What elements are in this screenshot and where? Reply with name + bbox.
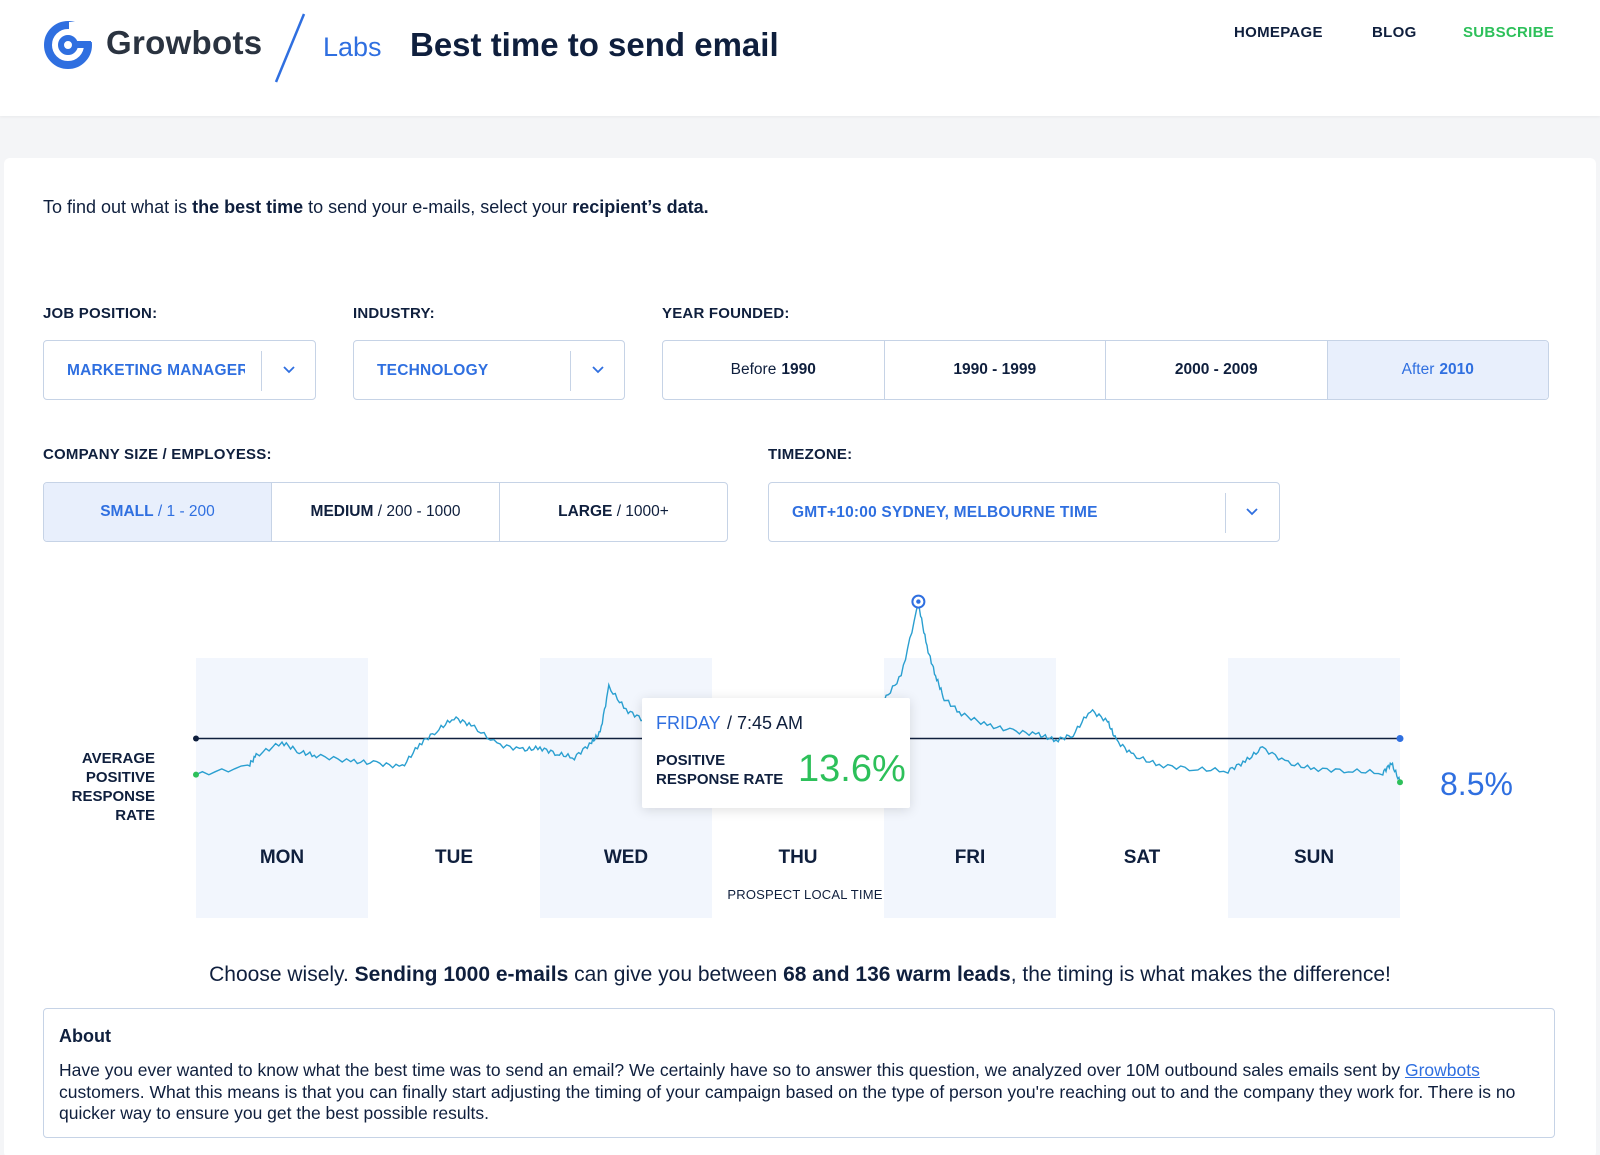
top-bar: Growbots Labs Best time to send email HO…: [0, 0, 1600, 116]
tooltip-value: 13.6%: [798, 748, 906, 790]
year-option-value: 2010: [1439, 361, 1474, 378]
intro-text: To find out what is the best time to sen…: [43, 197, 709, 218]
day-band: [884, 658, 1056, 918]
year-seg-option[interactable]: 1990 - 1999: [885, 341, 1106, 399]
job-position-label: JOB POSITION:: [43, 305, 158, 322]
peak-tooltip: FRIDAY / 7:45 AM POSITIVE RESPONSE RATE 1…: [642, 698, 910, 808]
labs-label[interactable]: Labs: [323, 32, 382, 62]
year-option-value: 1990 - 1999: [953, 361, 1037, 378]
nav-homepage[interactable]: HOMEPAGE: [1234, 24, 1323, 41]
average-line-end-dot: [1396, 735, 1404, 742]
day-band: [196, 658, 368, 918]
about-box: About Have you ever wanted to know what …: [43, 1008, 1555, 1138]
chevron-down-icon[interactable]: [280, 361, 298, 379]
year-founded-segmented: Before 1990 1990 - 1999 2000 - 2009 After 201…: [662, 340, 1549, 400]
about-part: Have you ever wanted to know what the be…: [59, 1060, 1405, 1080]
size-option-name: SMALL: [100, 503, 154, 520]
page-title: Best time to send email: [410, 26, 779, 63]
select-divider: [1225, 493, 1226, 533]
year-option-value: 2000 - 2009: [1174, 361, 1258, 378]
tooltip-day: FRIDAY: [656, 713, 721, 733]
day-label-wed: WED: [604, 847, 648, 868]
company-size-label: COMPANY SIZE / EMPLOYESS:: [43, 446, 272, 463]
year-seg-option[interactable]: Before 1990: [663, 341, 885, 399]
brand-name[interactable]: Growbots: [106, 24, 263, 61]
about-text: Have you ever wanted to know what the be…: [59, 1060, 1539, 1125]
day-band: [1228, 658, 1400, 918]
select-divider: [261, 351, 262, 391]
tooltip-label-line: RESPONSE RATE: [656, 771, 784, 788]
size-option-name: LARGE: [558, 503, 613, 520]
about-part: customers. What this means is that you c…: [59, 1081, 1516, 1124]
timezone-select[interactable]: GMT+10:00 SYDNEY, MELBOURNE TIME: [768, 482, 1280, 542]
intro-bold: the best time: [192, 197, 304, 217]
day-label-fri: FRI: [955, 847, 986, 868]
average-rate-value: 8.5%: [1440, 766, 1513, 802]
job-position-value: MARKETING MANAGER: [67, 362, 245, 379]
peak-marker-dot: [916, 599, 921, 604]
year-seg-option[interactable]: After 2010: [1327, 341, 1548, 399]
day-label-sun: SUN: [1294, 847, 1334, 868]
y-axis-label: AVERAGE POSITIVE RESPONSE RATE: [71, 750, 155, 824]
tooltip-time: / 7:45 AM: [727, 713, 804, 733]
intro-part: To find out what is: [43, 197, 193, 217]
tooltip-label: POSITIVE RESPONSE RATE: [656, 751, 783, 789]
industry-value: TECHNOLOGY: [377, 362, 489, 379]
summary-part: Choose wisely.: [209, 963, 355, 986]
nav-blog[interactable]: BLOG: [1372, 24, 1417, 41]
chevron-down-icon[interactable]: [1243, 503, 1261, 521]
year-option-value: 1990: [781, 361, 816, 378]
average-line-start-dot: [193, 735, 199, 742]
size-option-name: MEDIUM: [310, 503, 374, 520]
tooltip-label-line: POSITIVE: [656, 752, 726, 769]
year-seg-option[interactable]: 2000 - 2009: [1106, 341, 1328, 399]
job-position-select[interactable]: MARKETING MANAGER: [43, 340, 316, 400]
growbots-logo-icon[interactable]: [43, 20, 93, 70]
size-option-range: / 1 - 200: [153, 503, 215, 520]
year-founded-label: YEAR FOUNDED:: [662, 305, 790, 322]
chevron-down-icon[interactable]: [589, 361, 607, 379]
summary-bold: 68 and 136 warm leads: [783, 963, 1011, 986]
year-option-prefix: Before: [730, 361, 777, 378]
series-end-dot: [1397, 779, 1403, 786]
series-start-dot: [193, 771, 199, 778]
size-option-range: / 200 - 1000: [373, 503, 461, 520]
nav-subscribe[interactable]: SUBSCRIBE: [1463, 24, 1555, 41]
select-divider: [570, 351, 571, 391]
summary-part: can give you between: [568, 963, 784, 986]
about-title: About: [59, 1026, 111, 1046]
year-option-prefix: After: [1401, 361, 1435, 378]
size-seg-option[interactable]: LARGE / 1000+: [500, 483, 727, 541]
industry-label: INDUSTRY:: [353, 305, 435, 322]
size-seg-option[interactable]: SMALL / 1 - 200: [44, 483, 272, 541]
growbots-link[interactable]: Growbots: [1404, 1060, 1480, 1080]
timezone-value: GMT+10:00 SYDNEY, MELBOURNE TIME: [792, 504, 1098, 521]
day-label-tue: TUE: [435, 847, 473, 868]
industry-select[interactable]: TECHNOLOGY: [353, 340, 625, 400]
company-size-segmented: SMALL / 1 - 200 MEDIUM / 200 - 1000 LARGE …: [43, 482, 728, 542]
summary-text: Choose wisely. Sending 1000 e-mails can …: [0, 963, 1600, 987]
x-axis-label: PROSPECT LOCAL TIME: [727, 887, 883, 902]
size-option-range: / 1000+: [612, 503, 669, 520]
summary-part: , the timing is what makes the differenc…: [1010, 963, 1391, 986]
main-card: [4, 158, 1596, 1155]
timezone-label: TIMEZONE:: [768, 446, 853, 463]
size-seg-option[interactable]: MEDIUM / 200 - 1000: [272, 483, 500, 541]
day-label-thu: THU: [778, 847, 817, 868]
intro-bold: recipient’s data.: [572, 197, 709, 217]
summary-bold: Sending 1000 e-mails: [354, 963, 569, 986]
intro-part: to send your e-mails, select your: [303, 197, 573, 217]
divider-slash: [274, 13, 306, 83]
day-label-sat: SAT: [1124, 847, 1161, 868]
day-label-mon: MON: [260, 847, 304, 868]
